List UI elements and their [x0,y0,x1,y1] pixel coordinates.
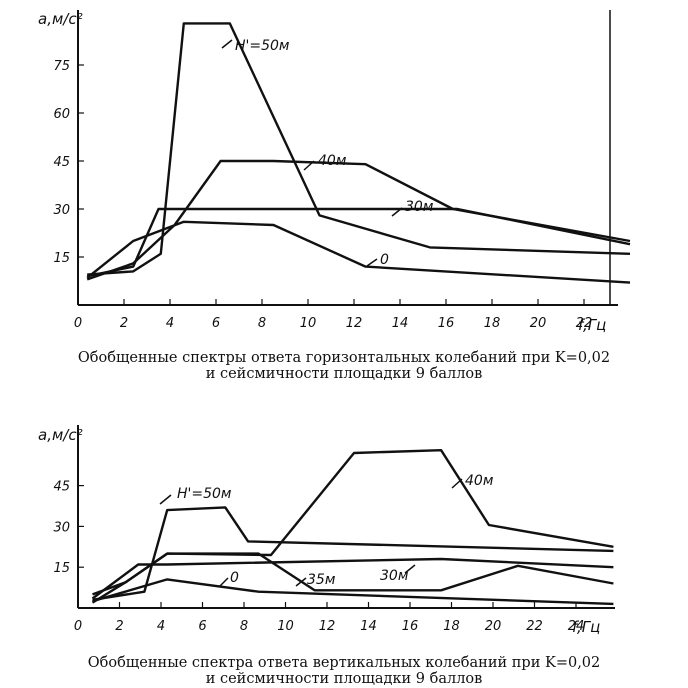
bottom-leader-h50 [159,494,172,505]
top-x-tick-label-10: 20 [530,316,547,331]
bottom-leader-h40 [451,478,463,489]
top-x-tick-label-11: 22 [576,316,593,331]
top-series-line-3 [86,220,631,284]
top-leader-h50 [221,39,233,49]
bottom-label-h0: 0 [230,570,239,586]
top-series-line-1 [86,159,631,281]
top-x-tick-label-7: 14 [392,316,409,331]
bottom-x-tick-label-1: 2 [115,619,123,634]
top-x-tick-label-3: 6 [212,316,220,331]
bottom-x-tick-label-0: 0 [74,619,82,634]
top-caption-line-2: и сейсмичности площадки 9 баллов [205,366,483,382]
bottom-y-tick-label-1: 30 [53,520,70,535]
top-series-line-0 [87,22,631,276]
top-label-h30: 30м [405,199,434,215]
bottom-series-line-1 [92,449,614,596]
top-ticks: 0 2 4 6 8 10 12 14 16 18 20 22 15 30 45 60 75 [53,59,592,331]
top-x-tick-label-2: 4 [166,316,174,331]
bottom-y-tick-label-0: 15 [53,561,70,576]
top-x-tick-label-6: 12 [346,316,363,331]
top-x-tick-label-9: 18 [484,316,501,331]
top-series-lines [86,22,631,284]
top-y-tick-label-1: 30 [53,203,70,218]
top-x-axis-title: f,Гц [578,316,606,334]
bottom-x-tick-label-9: 18 [443,619,460,634]
bottom-series-line-4 [92,578,614,606]
bottom-leader-h30 [404,564,416,574]
top-leader-h0 [366,258,378,267]
bottom-x-tick-label-5: 10 [277,619,294,634]
bottom-caption-line-1: Обобщенные спектра ответа вертикальных к… [87,655,601,671]
bottom-x-tick-label-2: 4 [157,619,165,634]
bottom-x-axis-title: f,Гц [572,618,600,636]
top-chart: a,м/с² f,Гц 0 2 4 6 8 10 12 14 16 18 20 22 15 30 45 60 7… [38,10,631,334]
top-x-tick-label-8: 16 [438,316,455,331]
bottom-label-h30: 30м [380,568,409,584]
bottom-x-tick-label-3: 6 [198,619,206,634]
top-x-tick-label-0: 0 [74,316,82,331]
top-leader-h30 [391,207,403,217]
bottom-x-tick-label-12: 24 [568,619,585,634]
bottom-label-h35: 35м [307,572,336,588]
bottom-leader-h0 [219,577,229,587]
bottom-label-h40: 40м [465,473,494,489]
bottom-x-tick-label-7: 14 [360,619,377,634]
top-x-tick-label-5: 10 [300,316,317,331]
top-caption: Обобщенные спектры ответа горизонтальных… [0,350,688,382]
top-label-h50: H'=50м [235,38,290,54]
top-y-tick-label-0: 15 [53,251,70,266]
top-y-tick-label-4: 75 [53,59,70,74]
bottom-chart: a,м/с² f,Гц 0 2 4 6 8 10 12 14 16 18 20 22 24153045 … [38,425,615,636]
bottom-series-line-3 [91,552,614,604]
top-label-h40: 40м [318,153,347,169]
top-y-tick-label-3: 60 [53,107,70,122]
bottom-leader-h35 [295,577,307,587]
bottom-x-tick-label-11: 22 [526,619,543,634]
top-leader-h40 [303,160,315,171]
top-y-tick-label-2: 45 [53,155,70,170]
bottom-x-tick-label-6: 12 [319,619,336,634]
bottom-caption: Обобщенные спектра ответа вертикальных к… [0,655,688,687]
top-caption-line-1: Обобщенные спектры ответа горизонтальных… [77,350,611,366]
top-x-tick-label-1: 2 [120,316,128,331]
bottom-series-lines [91,449,614,606]
bottom-y-tick-label-2: 45 [53,480,70,495]
top-series-line-2 [86,207,631,278]
top-y-axis-title: a,м/с² [38,10,83,28]
bottom-caption-line-2: и сейсмичности площадки 9 баллов [205,671,483,687]
bottom-label-h50: H'=50м [177,486,232,502]
top-label-h0: 0 [380,252,389,268]
bottom-series-line-2 [91,557,614,600]
top-x-tick-label-4: 8 [258,316,266,331]
bottom-x-tick-label-4: 8 [240,619,248,634]
bottom-y-axis-title: a,м/с² [38,426,83,444]
bottom-x-tick-label-10: 20 [485,619,502,634]
bottom-x-tick-label-8: 16 [402,619,419,634]
bottom-series-line-0 [92,506,614,601]
